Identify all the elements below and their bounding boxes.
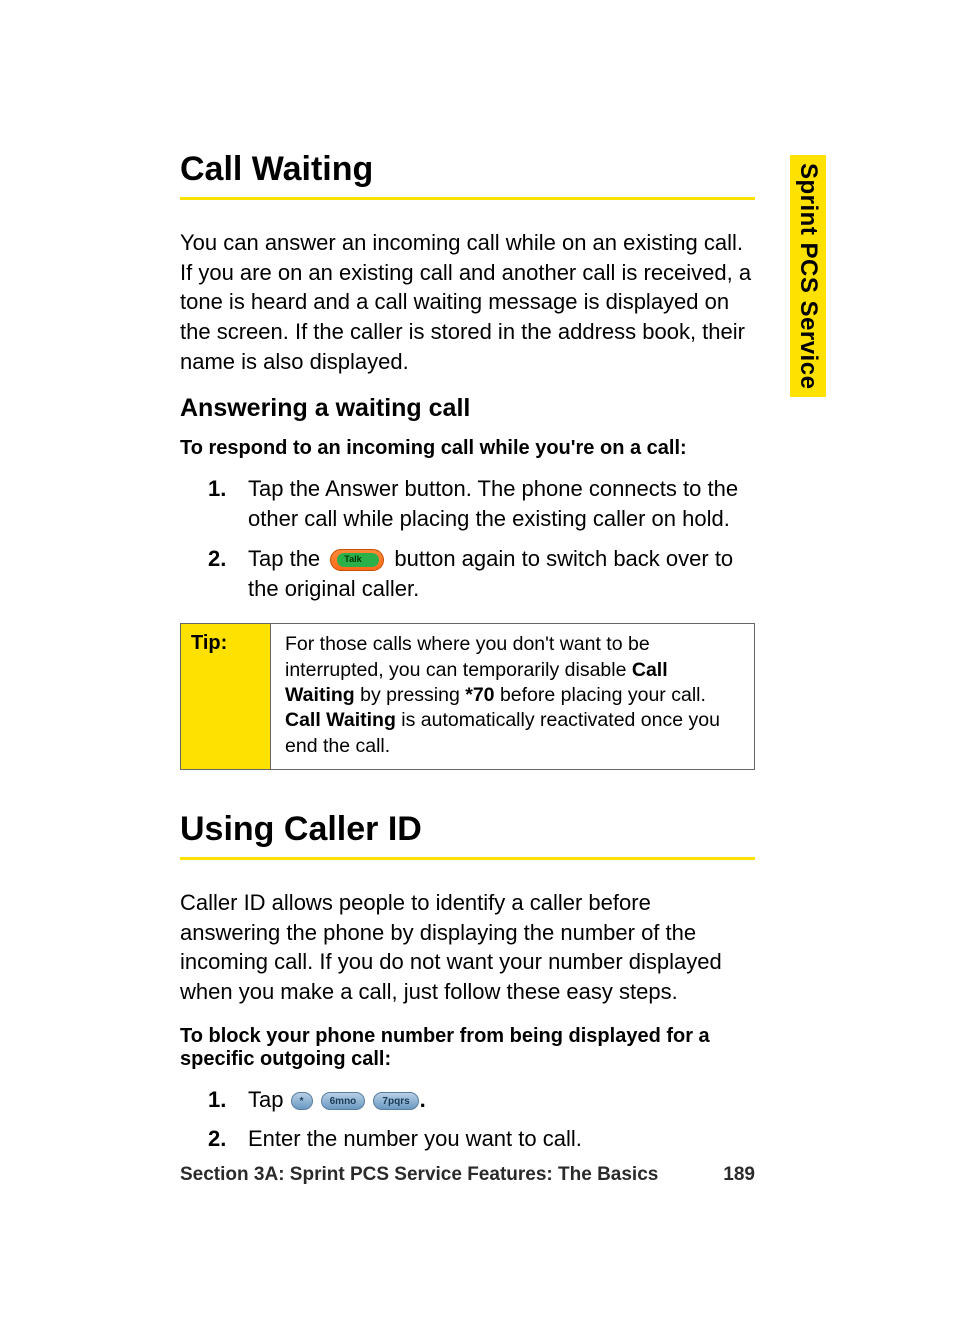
- step-number: 2.: [208, 1124, 226, 1154]
- side-tab: Sprint PCS Service: [790, 155, 826, 397]
- step-2-text-a: Tap the: [248, 546, 326, 571]
- step-1: 1. Tap * 6mno 7pqrs.: [208, 1085, 755, 1115]
- talk-label: Talk: [344, 553, 361, 565]
- intro-caller-id: Caller ID allows people to identify a ca…: [180, 888, 755, 1007]
- tip-bold: Call Waiting: [285, 709, 396, 731]
- key-star-icon: *: [291, 1092, 313, 1110]
- subheading-answering: Answering a waiting call: [180, 394, 755, 423]
- heading-rule: [180, 197, 755, 200]
- page-footer: Section 3A: Sprint PCS Service Features:…: [180, 1164, 755, 1186]
- heading-call-waiting: Call Waiting: [180, 150, 755, 189]
- key-7-icon: 7pqrs: [373, 1092, 418, 1110]
- step-2: 2. Tap the Talk button again to switch b…: [208, 544, 755, 603]
- tip-body: For those calls where you don't want to …: [271, 624, 754, 769]
- intro-call-waiting: You can answer an incoming call while on…: [180, 228, 755, 376]
- tip-box: Tip: For those calls where you don't wan…: [180, 623, 755, 770]
- steps-block: 1. Tap * 6mno 7pqrs. 2. Enter the number…: [208, 1085, 755, 1154]
- steps-answering: 1. Tap the Answer button. The phone conn…: [208, 474, 755, 603]
- tip-text: by pressing: [355, 684, 466, 706]
- step-1-text: Tap the Answer button. The phone connect…: [248, 476, 738, 531]
- lead-block: To block your phone number from being di…: [180, 1025, 755, 1071]
- footer-section: Section 3A: Sprint PCS Service Features:…: [180, 1164, 658, 1186]
- section-call-waiting: Call Waiting You can answer an incoming …: [180, 150, 755, 770]
- heading-rule: [180, 857, 755, 860]
- step-2-text: Enter the number you want to call.: [248, 1126, 582, 1151]
- step-number: 1.: [208, 1085, 226, 1115]
- tip-text: For those calls where you don't want to …: [285, 633, 650, 680]
- footer-page-number: 189: [723, 1164, 755, 1186]
- lead-respond: To respond to an incoming call while you…: [180, 437, 755, 460]
- heading-caller-id: Using Caller ID: [180, 810, 755, 849]
- step-1-text-a: Tap: [248, 1087, 290, 1112]
- step-number: 2.: [208, 544, 226, 574]
- step-number: 1.: [208, 474, 226, 504]
- section-caller-id: Using Caller ID Caller ID allows people …: [180, 810, 755, 1154]
- step-1: 1. Tap the Answer button. The phone conn…: [208, 474, 755, 533]
- step-2: 2. Enter the number you want to call.: [208, 1124, 755, 1154]
- key-6-icon: 6mno: [321, 1092, 366, 1110]
- tip-label: Tip:: [181, 624, 271, 769]
- talk-button-icon: Talk: [330, 549, 384, 571]
- tip-bold: *70: [465, 684, 494, 706]
- step-1-period: .: [420, 1087, 426, 1112]
- tip-text: before placing your call.: [495, 684, 706, 706]
